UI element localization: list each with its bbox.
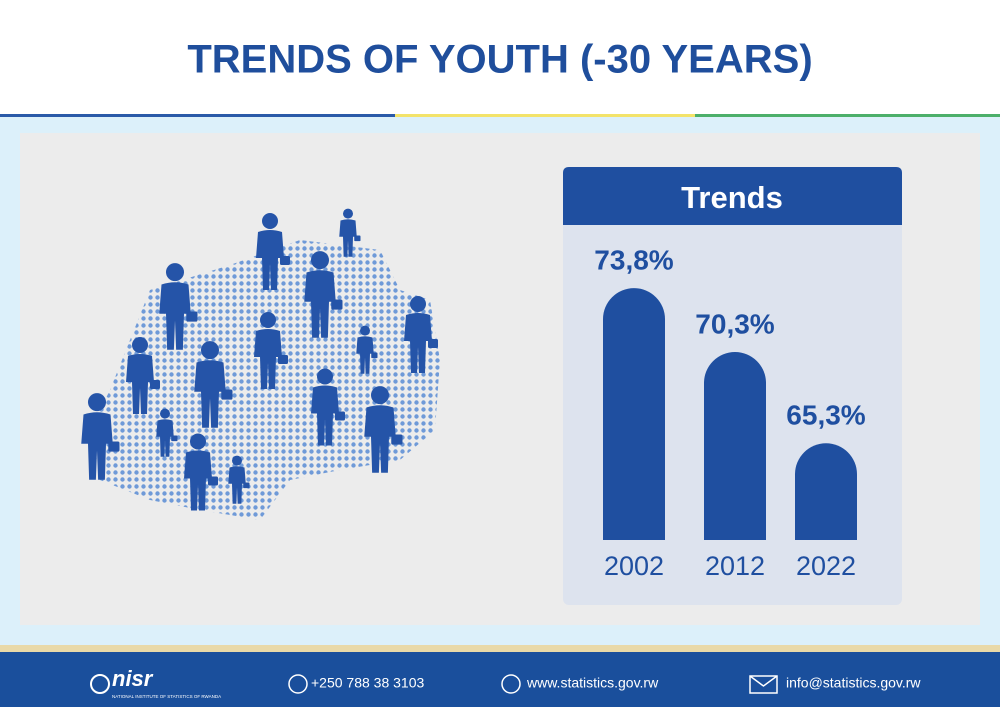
value-label: 73,8% xyxy=(594,245,673,276)
chart-title-bar xyxy=(563,167,902,225)
phone-icon xyxy=(288,674,308,694)
x-tick-label: 2022 xyxy=(796,551,856,581)
page-title: TRENDS OF YOUTH (-30 YEARS) xyxy=(187,38,812,82)
email[interactable]: info@statistics.gov.rw xyxy=(786,675,921,691)
logo-subtitle: NATIONAL INSTITUTE OF STATISTICS OF RWAN… xyxy=(112,694,221,699)
bar xyxy=(795,443,857,540)
illustration xyxy=(81,208,440,520)
footer-strip xyxy=(0,645,1000,653)
chart-title: Trends xyxy=(681,180,783,215)
website[interactable]: www.statistics.gov.rw xyxy=(526,675,659,691)
mail-icon xyxy=(749,675,778,694)
phone[interactable]: +250 788 38 3103 xyxy=(311,675,424,691)
header-bg xyxy=(0,0,1000,115)
divider-yellow xyxy=(395,114,695,117)
value-label: 65,3% xyxy=(786,400,865,431)
value-label: 70,3% xyxy=(695,308,774,339)
bar xyxy=(704,352,766,540)
footer-bg xyxy=(0,652,1000,707)
x-tick-label: 2012 xyxy=(705,551,765,581)
logo-icon xyxy=(90,674,110,694)
mail-icon-flap xyxy=(749,675,778,687)
logo-text: nisr xyxy=(112,666,154,691)
divider-green xyxy=(695,114,1000,117)
plot: 73,8% 2002 70,3% 2012 65,3% 2022 xyxy=(594,245,865,582)
web-icon xyxy=(501,674,521,694)
divider-blue xyxy=(0,114,395,117)
bar xyxy=(603,288,665,540)
x-tick-label: 2002 xyxy=(604,551,664,581)
